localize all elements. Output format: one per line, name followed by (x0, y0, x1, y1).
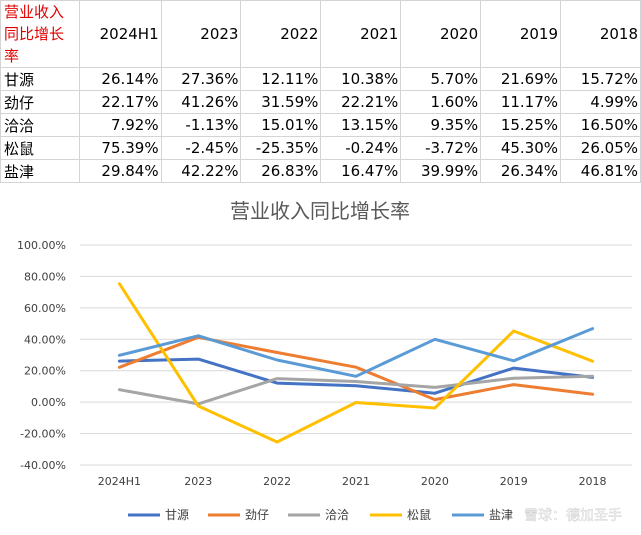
row-label: 劲仔 (0, 90, 80, 114)
table-cell: 29.84% (78, 159, 162, 183)
row-label: 甘源 (0, 67, 80, 91)
y-tick-label: -40.00% (20, 459, 66, 472)
table-header-row: 营业收入同比增长率 2024H1 2023 2022 2021 2020 2019 2018 (0, 0, 641, 68)
row-label: 洽洽 (0, 113, 80, 137)
x-tick-label: 2019 (500, 475, 528, 488)
table-cell: 22.21% (320, 90, 402, 114)
legend-label: 劲仔 (245, 508, 269, 522)
table-cell: 16.50% (560, 113, 641, 137)
table-cell: 31.59% (240, 90, 322, 114)
y-tick-label: 40.00% (24, 333, 66, 346)
table-cell: 5.70% (400, 67, 482, 91)
table-cell: 26.05% (560, 136, 641, 160)
series-line-2 (117, 374, 595, 406)
table-cell: 26.14% (78, 67, 162, 91)
table-cell: 11.17% (480, 90, 562, 114)
watermark-text: 雪球：德加圣手 (524, 508, 622, 524)
y-tick-label: 20.00% (24, 365, 66, 378)
table-row: 松鼠 75.39% -2.45% -25.35% -0.24% -3.72% 45.30% 2… (0, 136, 641, 160)
table-cell: 22.17% (78, 90, 162, 114)
x-tick-label: 2020 (421, 475, 449, 488)
table-cell: 10.38% (320, 67, 402, 91)
table-cell: -3.72% (400, 136, 482, 160)
table-cell: 46.81% (560, 159, 641, 183)
legend-label: 松鼠 (407, 508, 431, 522)
line-chart: 营业收入同比增长率 100.00% 80.00% 60.00% 40.00% 20.00%… (17, 199, 632, 524)
table-cell: -2.45% (160, 136, 242, 160)
table-corner-label: 营业收入同比增长率 (0, 0, 80, 68)
table-cell: 27.36% (160, 67, 242, 91)
table-cell: 12.11% (240, 67, 322, 91)
y-tick-label: -20.00% (20, 428, 66, 441)
table-cell: 15.01% (240, 113, 322, 137)
column-header: 2024H1 (78, 0, 162, 68)
series-line-0 (117, 357, 595, 395)
table-cell: 1.60% (400, 90, 482, 114)
series-line-4 (117, 327, 595, 378)
legend-label: 甘源 (165, 508, 189, 522)
table-cell: 13.15% (320, 113, 402, 137)
column-header: 2022 (240, 0, 322, 68)
table-cell: -1.13% (160, 113, 242, 137)
x-tick-label: 2024H1 (98, 475, 141, 488)
table-row: 洽洽 7.92% -1.13% 15.01% 13.15% 9.35% 15.25% 16.5… (0, 113, 641, 137)
legend-label: 洽洽 (325, 508, 349, 522)
table-row: 甘源 26.14% 27.36% 12.11% 10.38% 5.70% 21.69% 15.… (0, 67, 641, 91)
table-row: 盐津 29.84% 42.22% 26.83% 16.47% 39.99% 26.34% 46… (0, 159, 641, 183)
table-cell: 21.69% (480, 67, 562, 91)
legend-label: 盐津 (489, 508, 513, 522)
table-cell: 45.30% (480, 136, 562, 160)
table-cell: 9.35% (400, 113, 482, 137)
table-cell: 15.25% (480, 113, 562, 137)
table-cell: 16.47% (320, 159, 402, 183)
column-header: 2023 (160, 0, 242, 68)
y-tick-label: 0.00% (31, 396, 66, 409)
table-row: 劲仔 22.17% 41.26% 31.59% 22.21% 1.60% 11.17% 4.9… (0, 90, 641, 114)
x-tick-label: 2018 (579, 475, 607, 488)
y-tick-label: 60.00% (24, 302, 66, 315)
x-tick-label: 2021 (342, 475, 370, 488)
table-cell: 26.83% (240, 159, 322, 183)
column-header: 2018 (560, 0, 641, 68)
column-header: 2020 (400, 0, 482, 68)
series-line-3 (117, 282, 595, 444)
table-cell: 7.92% (78, 113, 162, 137)
y-tick-label: 100.00% (17, 239, 66, 252)
table-cell: 41.26% (160, 90, 242, 114)
table-cell: 15.72% (560, 67, 641, 91)
row-label: 松鼠 (0, 136, 80, 160)
row-label: 盐津 (0, 159, 80, 183)
table-cell: 4.99% (560, 90, 641, 114)
column-header: 2019 (480, 0, 562, 68)
chart-title: 营业收入同比增长率 (230, 199, 410, 223)
table-cell: 42.22% (160, 159, 242, 183)
table-cell: 39.99% (400, 159, 482, 183)
table-cell: 75.39% (78, 136, 162, 160)
y-tick-label: 80.00% (24, 270, 66, 283)
table-cell: -25.35% (240, 136, 322, 160)
data-table: 营业收入同比增长率 2024H1 2023 2022 2021 2020 2019 2018 甘… (0, 0, 641, 183)
x-tick-label: 2023 (184, 475, 212, 488)
table-cell: -0.24% (320, 136, 402, 160)
x-tick-label: 2022 (263, 475, 291, 488)
table-cell: 26.34% (480, 159, 562, 183)
column-header: 2021 (320, 0, 402, 68)
